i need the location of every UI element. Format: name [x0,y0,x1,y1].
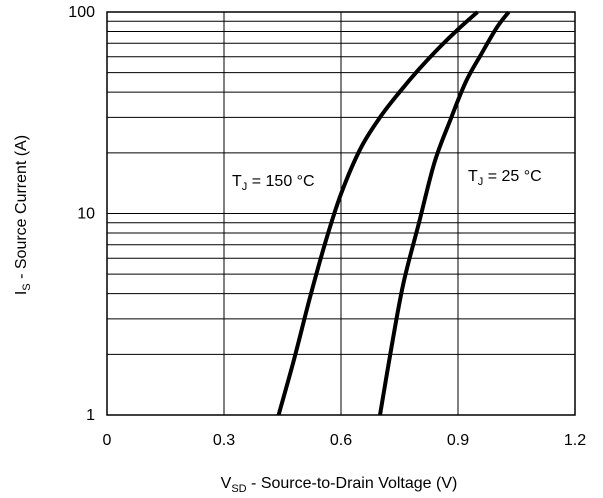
y-tick-label-0: 1 [86,407,95,424]
series-line-1 [378,10,511,416]
y-axis-label: IS - Source Current (A) [13,135,33,295]
x-tick-label-4: 1.2 [564,432,586,449]
x-tick-label-0: 0 [103,432,112,449]
grid [106,12,576,416]
series-label-150c: TJ = 150 °C [232,173,315,193]
plot-frame [106,11,576,416]
y-tick-label-2: 100 [68,4,95,21]
series-line-0 [276,10,479,416]
x-axis-label: VSD - Source-to-Drain Voltage (V) [221,475,458,495]
curves [276,10,511,416]
tick-labels: 0 0.3 0.6 0.9 1.2 1 10 100 [68,4,586,449]
y-tick-label-1: 10 [77,206,95,223]
x-tick-label-1: 0.3 [213,432,235,449]
series-label-25c: TJ = 25 °C [468,168,542,188]
x-tick-label-2: 0.6 [330,432,352,449]
x-tick-label-3: 0.9 [447,432,469,449]
